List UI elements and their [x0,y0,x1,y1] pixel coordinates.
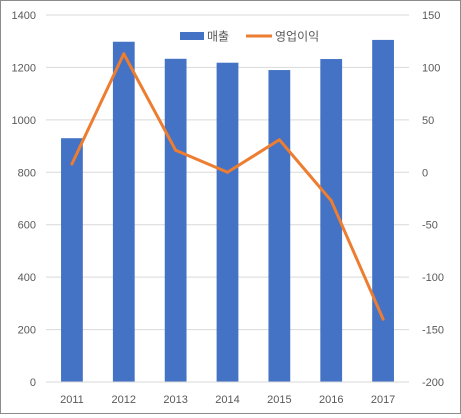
y-right-tick-label: -50 [422,220,438,232]
x-tick-label: 2017 [371,394,395,406]
legend-label-operating-profit: 영업이익 [275,30,319,44]
y-left-tick-label: 0 [30,377,36,389]
y-axis-right: -200 -150 -100 -50 0 50 100 150 [422,10,444,389]
bar-series-sales [61,39,394,383]
legend-swatch-sales [180,32,204,40]
y-left-tick-label: 800 [18,167,36,179]
legend-label-sales: 매출 [207,30,229,44]
y-right-tick-label: 0 [422,167,428,179]
x-tick-label: 2015 [267,394,291,406]
line-point [122,52,126,56]
line-series-operating-profit [70,52,385,321]
y-left-tick-label: 200 [18,325,36,337]
y-right-tick-label: 150 [422,10,440,22]
y-left-tick-label: 1200 [12,62,36,74]
y-left-tick-label: 1000 [12,115,36,127]
y-right-tick-label: -100 [422,272,444,284]
bar [216,62,239,383]
y-right-tick-label: 50 [422,115,434,127]
y-right-tick-label: -200 [422,377,444,389]
y-right-tick-label: -150 [422,325,444,337]
bar [372,39,394,383]
y-right-tick-label: 100 [422,62,440,74]
y-left-tick-label: 400 [18,272,36,284]
x-axis: 2011 2012 2013 2014 2015 2016 2017 [46,381,409,406]
x-tick-label: 2014 [215,394,239,406]
x-tick-label: 2011 [60,394,84,406]
line-point [174,148,178,152]
line-point [277,138,281,142]
bar [164,58,187,382]
y-axis-left: 0 200 400 600 800 1000 1200 1400 [12,10,36,389]
x-tick-label: 2013 [163,394,187,406]
y-left-tick-label: 1400 [12,10,36,22]
line-point [381,317,385,321]
line-point [329,199,333,203]
line-point [70,162,74,166]
bar [112,41,135,382]
legend: 매출 영업이익 [180,30,319,44]
x-tick-label: 2012 [112,394,136,406]
bar [61,138,83,382]
bar [320,59,343,382]
x-tick-label: 2016 [319,394,343,406]
bar [268,70,291,383]
line-point [226,170,229,174]
y-left-tick-label: 600 [18,220,36,232]
